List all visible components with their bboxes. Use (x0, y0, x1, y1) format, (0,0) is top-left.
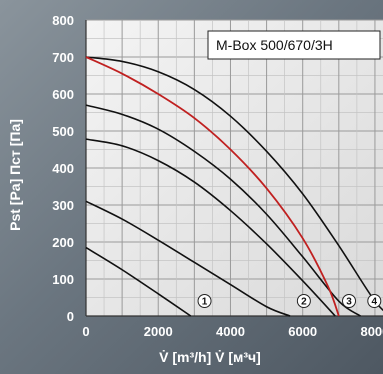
y-tick-label: 500 (52, 124, 74, 139)
y-tick-label: 700 (52, 50, 74, 65)
curve-label-1: 1 (197, 294, 212, 308)
curve-label-circle (342, 294, 357, 308)
fan-curve-3 (85, 138, 336, 317)
x-tick-label: 2000 (144, 324, 173, 339)
y-tick-label: 100 (52, 272, 74, 287)
curve-label-2: 2 (296, 294, 311, 308)
y-tick-label: 0 (67, 309, 74, 324)
series-group (85, 56, 383, 317)
fan-curve-2 (85, 200, 291, 317)
y-tick-label: 200 (52, 235, 74, 250)
curve-labels: 12345 (197, 294, 382, 308)
curve-label-circle (367, 294, 382, 308)
x-tick-label: 4000 (216, 324, 245, 339)
title-box (207, 30, 381, 60)
fan-curve-1 (85, 246, 192, 317)
curve-label-4: 4 (367, 294, 382, 308)
y-tick-label: 300 (52, 198, 74, 213)
fan-curve-5 (85, 56, 383, 312)
curve-label-circle (197, 294, 212, 308)
x-axis-title: V̇ [m³/h] V̇ [м³ч] (159, 349, 261, 365)
curve-label-text: 4 (372, 297, 378, 308)
curve-label-text: 3 (346, 297, 352, 308)
x-tick-label: 6000 (288, 324, 317, 339)
y-tick-label: 600 (52, 87, 74, 102)
y-axis-title: Pst [Pa] Пст [Па] (7, 119, 23, 231)
chart-title: M-Box 500/670/3H (216, 37, 333, 53)
x-tick-label: 0 (82, 324, 89, 339)
curve-label-circle (296, 294, 311, 308)
system-curve-red (85, 56, 340, 317)
curve-label-text: 2 (301, 297, 307, 308)
y-tick-label: 800 (52, 13, 74, 28)
y-tick-label: 400 (52, 161, 74, 176)
curve-label-text: 1 (202, 297, 208, 308)
curve-label-3: 3 (342, 294, 357, 308)
